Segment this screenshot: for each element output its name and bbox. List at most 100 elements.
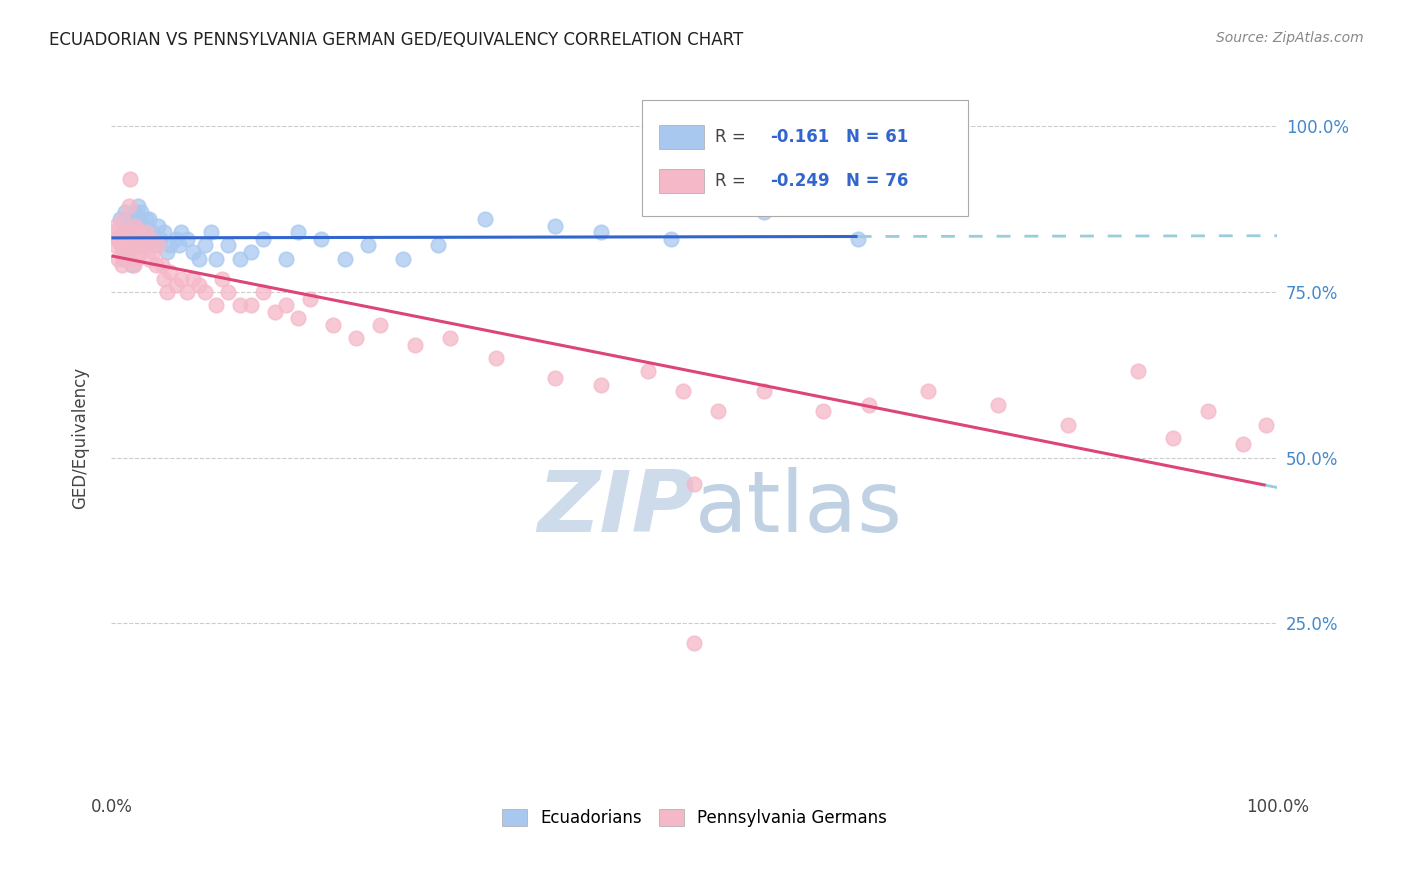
Point	[637, 364, 659, 378]
Point	[142, 245, 165, 260]
Point	[311, 232, 333, 246]
Point	[659, 232, 682, 246]
Point	[122, 259, 145, 273]
Point	[229, 298, 252, 312]
Point	[121, 238, 143, 252]
Point	[129, 205, 152, 219]
Point	[112, 232, 135, 246]
Point	[117, 219, 139, 233]
Point	[129, 245, 152, 260]
Point	[229, 252, 252, 266]
Text: ECUADORIAN VS PENNSYLVANIA GERMAN GED/EQUIVALENCY CORRELATION CHART: ECUADORIAN VS PENNSYLVANIA GERMAN GED/EQ…	[49, 31, 744, 49]
Point	[128, 225, 150, 239]
Point	[543, 371, 565, 385]
Point	[1254, 417, 1277, 432]
Point	[1161, 431, 1184, 445]
Point	[217, 238, 239, 252]
Point	[181, 245, 204, 260]
Point	[108, 211, 131, 226]
Point	[298, 292, 321, 306]
Point	[127, 211, 149, 226]
Point	[485, 351, 508, 366]
Point	[846, 232, 869, 246]
Point	[121, 259, 143, 273]
Text: N = 76: N = 76	[846, 172, 908, 190]
Point	[125, 232, 148, 246]
Text: -0.161: -0.161	[770, 128, 830, 146]
Point	[987, 398, 1010, 412]
Point	[120, 172, 142, 186]
Point	[357, 238, 380, 252]
Point	[200, 225, 222, 239]
Point	[683, 477, 706, 491]
Point	[141, 225, 163, 239]
Point	[112, 211, 135, 226]
Point	[114, 238, 136, 252]
Point	[114, 205, 136, 219]
Point	[132, 219, 155, 233]
Point	[181, 271, 204, 285]
Point	[683, 636, 706, 650]
Point	[124, 219, 146, 233]
Text: -0.249: -0.249	[770, 172, 830, 190]
Point	[170, 225, 193, 239]
Text: ZIP: ZIP	[537, 467, 695, 549]
Point	[145, 238, 167, 252]
Point	[131, 225, 153, 239]
Point	[105, 232, 128, 246]
Point	[138, 252, 160, 266]
Point	[105, 232, 128, 246]
Point	[108, 232, 131, 246]
Text: Source: ZipAtlas.com: Source: ZipAtlas.com	[1216, 31, 1364, 45]
Point	[333, 252, 356, 266]
Point	[205, 298, 228, 312]
Text: atlas: atlas	[695, 467, 903, 549]
Bar	[659, 125, 704, 149]
FancyBboxPatch shape	[643, 101, 969, 217]
Point	[322, 318, 344, 332]
Point	[439, 331, 461, 345]
Point	[707, 404, 730, 418]
Point	[156, 285, 179, 299]
Point	[135, 225, 157, 239]
Point	[127, 199, 149, 213]
Point	[145, 259, 167, 273]
Point	[110, 238, 132, 252]
Point	[404, 338, 426, 352]
Text: N = 61: N = 61	[846, 128, 908, 146]
Point	[112, 225, 135, 239]
Point	[115, 232, 138, 246]
Point	[150, 259, 173, 273]
Point	[112, 252, 135, 266]
Point	[139, 232, 162, 246]
Point	[121, 238, 143, 252]
Point	[252, 232, 274, 246]
Point	[672, 384, 695, 399]
Point	[344, 331, 367, 345]
Point	[263, 305, 285, 319]
Point	[276, 252, 298, 266]
Point	[111, 259, 134, 273]
Point	[167, 238, 190, 252]
Point	[858, 398, 880, 412]
Point	[120, 225, 142, 239]
Text: R =: R =	[716, 128, 747, 146]
Point	[217, 285, 239, 299]
Point	[194, 238, 217, 252]
Point	[187, 252, 209, 266]
Point	[136, 232, 159, 246]
Point	[125, 238, 148, 252]
Y-axis label: GED/Equivalency: GED/Equivalency	[72, 367, 89, 508]
Point	[165, 278, 187, 293]
Point	[170, 271, 193, 285]
Point	[287, 225, 309, 239]
Point	[287, 311, 309, 326]
Point	[211, 271, 233, 285]
Point	[135, 211, 157, 226]
Legend: Ecuadorians, Pennsylvania Germans: Ecuadorians, Pennsylvania Germans	[495, 802, 894, 834]
Point	[591, 225, 613, 239]
Point	[591, 377, 613, 392]
Point	[187, 278, 209, 293]
Bar	[659, 169, 704, 194]
Point	[240, 245, 263, 260]
